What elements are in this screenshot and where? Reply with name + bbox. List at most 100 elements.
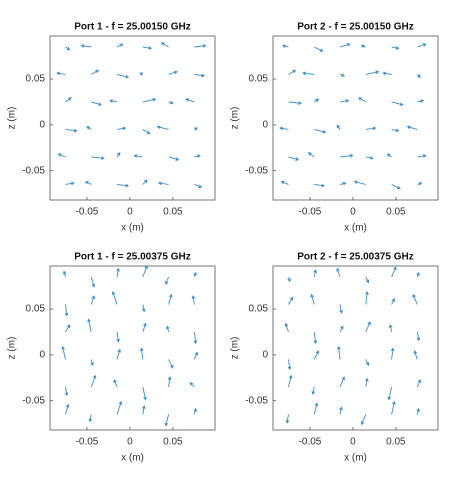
y-tick-label: 0 (262, 120, 268, 131)
arrow (288, 101, 303, 105)
y-tick-label: 0.05 (249, 74, 269, 85)
arrow (90, 276, 96, 288)
arrow (65, 46, 71, 51)
arrow (417, 154, 427, 158)
y-tick-label: 0.05 (26, 304, 46, 315)
arrow (142, 46, 153, 50)
arrow (391, 101, 404, 106)
arrow (62, 270, 67, 278)
arrow (142, 322, 147, 333)
arrow (193, 271, 197, 278)
axes-box (272, 35, 439, 201)
x-axis-label: x (m) (344, 453, 367, 464)
arrow (353, 180, 366, 185)
x-axis-label: x (m) (121, 453, 144, 464)
arrow (285, 414, 290, 424)
arrow (191, 295, 196, 305)
arrow (116, 151, 121, 158)
x-tick-label: 0 (350, 437, 356, 448)
arrow (339, 99, 350, 103)
arrow (189, 382, 195, 388)
arrow (413, 350, 418, 360)
arrow (142, 179, 148, 185)
arrow (133, 154, 143, 158)
arrow (194, 184, 203, 189)
y-axis-label: z (m) (230, 337, 241, 360)
arrow (416, 331, 421, 342)
arrow (65, 403, 70, 415)
chart-title: Port 1 - f = 25.00150 GHz (74, 22, 190, 33)
arrow (416, 271, 420, 278)
arrow (90, 359, 94, 366)
arrow (416, 379, 421, 388)
arrow (57, 153, 66, 158)
arrow (417, 74, 421, 78)
arrow (91, 69, 100, 75)
arrow (406, 125, 418, 130)
x-tick-label: 0 (127, 437, 133, 448)
arrow (90, 295, 96, 305)
arrow (314, 129, 327, 134)
arrow (311, 386, 316, 395)
arrow (116, 183, 130, 188)
arrow (168, 359, 174, 369)
arrow (280, 180, 289, 185)
arrow (168, 293, 173, 305)
arrow (139, 347, 144, 360)
arrow (360, 44, 366, 49)
x-axis-label: x (m) (344, 223, 367, 234)
x-tick-label: 0.05 (386, 437, 406, 448)
y-tick-label: 0.05 (26, 74, 46, 85)
arrow (111, 290, 118, 305)
arrow (194, 154, 201, 158)
arrow (65, 324, 71, 333)
arrow (116, 348, 121, 360)
y-tick-label: -0.05 (22, 165, 45, 176)
arrow (84, 181, 92, 185)
y-tick-label: -0.05 (245, 395, 268, 406)
arrow (339, 181, 347, 186)
x-tick-label: 0.05 (163, 437, 183, 448)
arrow (307, 152, 315, 158)
arrow (194, 127, 199, 131)
arrow (88, 414, 93, 423)
arrow (339, 43, 351, 48)
arrow (86, 126, 92, 130)
arrow (116, 267, 120, 278)
arrow (339, 73, 346, 77)
arrow (387, 386, 393, 401)
x-axis-label: x (m) (121, 223, 144, 234)
arrow (156, 125, 169, 130)
arrow (116, 126, 127, 131)
arrow (417, 182, 423, 186)
arrow (360, 414, 367, 426)
arrow (109, 99, 118, 103)
arrow (288, 156, 300, 161)
arrow (64, 304, 69, 317)
arrow (116, 43, 124, 48)
x-tick-label: 0 (350, 207, 356, 218)
arrow (65, 128, 78, 133)
arrow (164, 276, 170, 285)
arrow (87, 318, 92, 333)
arrow (288, 69, 297, 75)
arrow (281, 44, 289, 48)
arrow (193, 407, 197, 415)
arrow (113, 379, 118, 388)
arrow (284, 322, 289, 333)
arrow (116, 331, 120, 343)
arrow (382, 71, 392, 76)
arrow (314, 46, 324, 52)
arrow (65, 97, 72, 103)
arrow (168, 100, 174, 105)
arrow (91, 156, 105, 160)
arrow (288, 296, 294, 305)
axes-box (49, 265, 216, 431)
chart-title: Port 1 - f = 25.00375 GHz (74, 252, 190, 263)
arrow (116, 400, 123, 415)
y-axis-label: z (m) (7, 337, 18, 360)
x-tick-label: 0 (127, 207, 133, 218)
x-tick-label: -0.05 (299, 207, 322, 218)
chart-title: Port 2 - f = 25.00375 GHz (297, 252, 413, 263)
